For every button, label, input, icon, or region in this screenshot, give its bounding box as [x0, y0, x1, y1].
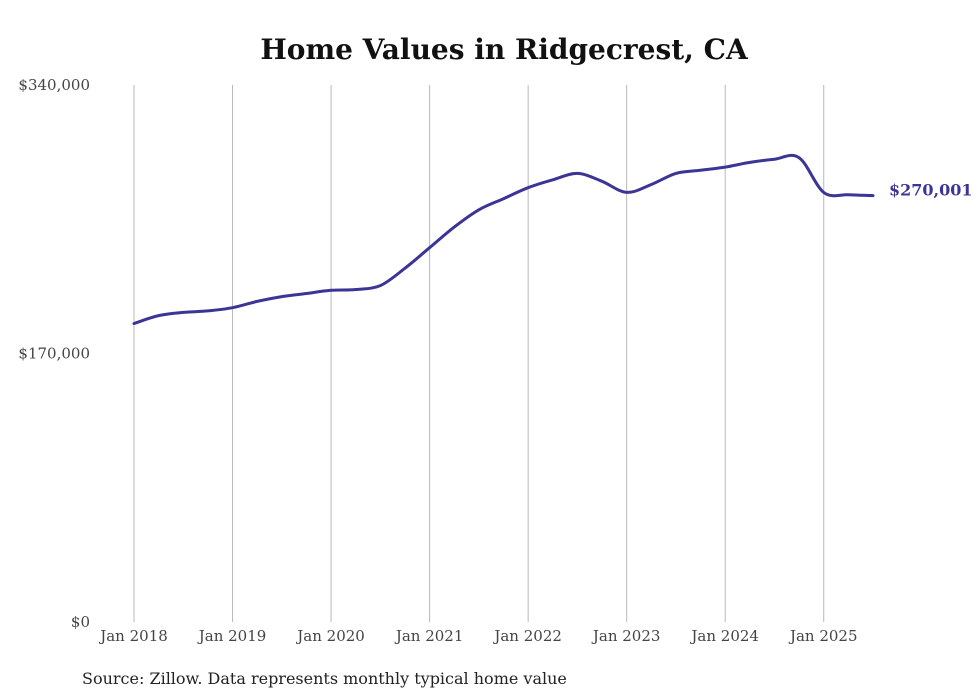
y-tick-label: $0 [71, 613, 90, 631]
x-tick-label: Jan 2024 [689, 627, 759, 645]
series-layer: $270,001 [132, 153, 973, 325]
x-axis-ticks: Jan 2018 Jan 2019 Jan 2020 Jan 2021 Jan 2022… [98, 627, 857, 645]
x-tick-label: Jan 2019 [197, 627, 267, 645]
y-axis-ticks: $0 $170,000 $340,000 [18, 76, 90, 631]
end-value-label: $270,001 [889, 181, 973, 200]
series-line [132, 153, 875, 325]
gridlines [133, 85, 825, 622]
x-tick-label: Jan 2018 [98, 627, 168, 645]
x-tick-label: Jan 2021 [394, 627, 464, 645]
x-tick-label: Jan 2020 [295, 627, 365, 645]
x-tick-label: Jan 2025 [788, 627, 858, 645]
x-tick-label: Jan 2022 [492, 627, 562, 645]
y-tick-label: $170,000 [18, 345, 90, 363]
x-tick-label: Jan 2023 [591, 627, 661, 645]
chart-title: Home Values in Ridgecrest, CA [260, 33, 749, 66]
y-tick-label: $340,000 [18, 76, 90, 94]
source-note: Source: Zillow. Data represents monthly … [82, 669, 567, 688]
